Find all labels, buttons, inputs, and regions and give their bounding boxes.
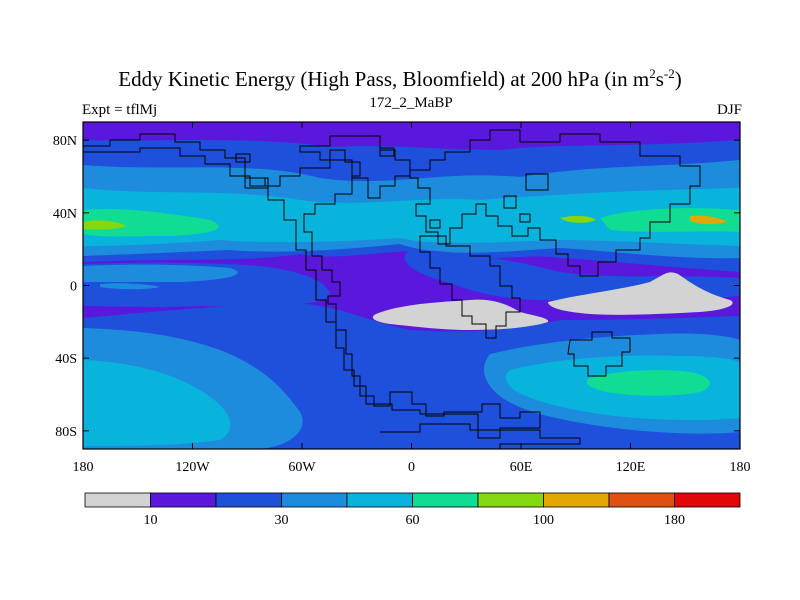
colorbar-segment [215, 492, 282, 508]
title-unit-s: s [655, 67, 664, 91]
lat-tick-label: 40S [55, 352, 77, 367]
contour-level-6-north-atlantic [83, 220, 126, 230]
lat-tick-label: 0 [70, 280, 77, 295]
contour-level-3-tropics [83, 264, 238, 282]
contour-level-3-tropics-point [100, 283, 160, 290]
colorbar-segment [281, 492, 348, 508]
lon-tick-label: 180 [73, 460, 94, 475]
season-label: DJF [716, 102, 742, 118]
contour-level-4-south [83, 355, 740, 446]
contour-level-4-north [83, 188, 740, 246]
title-close: ) [674, 67, 682, 91]
coast-australia [567, 331, 631, 377]
missing-data-region-africa [372, 299, 549, 330]
title-text: Eddy Kinetic Energy (High Pass, Bloomfie… [118, 67, 650, 91]
contour-level-5-south [586, 370, 710, 396]
lat-tick-label: 80N [53, 134, 77, 149]
colorbar-label: 180 [664, 513, 685, 528]
colorbar-segment [412, 492, 479, 508]
contour-level-5-north-atlantic [83, 208, 219, 237]
lon-tick-label: 60E [510, 460, 533, 475]
colorbar-segment [674, 492, 741, 508]
title-exponent-1: 2 [649, 66, 656, 81]
colorbar-label: 100 [533, 513, 554, 528]
lon-tick-label: 120W [175, 460, 210, 475]
colorbar-segment [543, 492, 610, 508]
contour-level-3-south [83, 328, 740, 449]
coast-africa [419, 235, 521, 339]
title-exponent-2: -2 [663, 66, 675, 81]
colorbar-segment [477, 492, 544, 508]
coast-eurasia [409, 129, 701, 277]
lat-tick-label: 40N [53, 207, 77, 222]
run-label: 172_2_MaBP [369, 95, 453, 111]
colorbar-segment [150, 492, 217, 508]
island-outlines [235, 147, 549, 229]
colorbar-segment [346, 492, 413, 508]
land-outline [83, 129, 701, 449]
contour-level-6-north-pacific [690, 215, 728, 225]
colorbar-segment [84, 492, 151, 508]
colorbar-segment [608, 492, 675, 508]
plot-title: Eddy Kinetic Energy (High Pass, Bloomfie… [0, 66, 800, 92]
colorbar-label: 30 [275, 513, 289, 528]
coast-greenland [299, 135, 411, 199]
lat-tick-label: 80S [55, 425, 77, 440]
colorbar: 10 30 60 100 180 [84, 492, 741, 528]
lon-tick-label: 120E [616, 460, 646, 475]
lon-tick-label: 0 [408, 460, 415, 475]
latitude-axis: 80N 40N 0 40S 80S [53, 134, 740, 440]
lon-tick-label: 60W [288, 460, 316, 475]
experiment-label: Expt = tflMj [82, 102, 158, 118]
contour-level-5-north-asia [560, 215, 596, 223]
coast-antarctica [380, 423, 581, 449]
colorbar-label: 60 [406, 513, 420, 528]
missing-data-region-indian-ocean [548, 272, 733, 315]
lon-tick-label: 180 [730, 460, 751, 475]
coast-north-america [83, 133, 541, 439]
colorbar-label: 10 [144, 513, 158, 528]
longitude-axis: 180 120W 60W 0 60E 120E 180 [73, 122, 751, 475]
